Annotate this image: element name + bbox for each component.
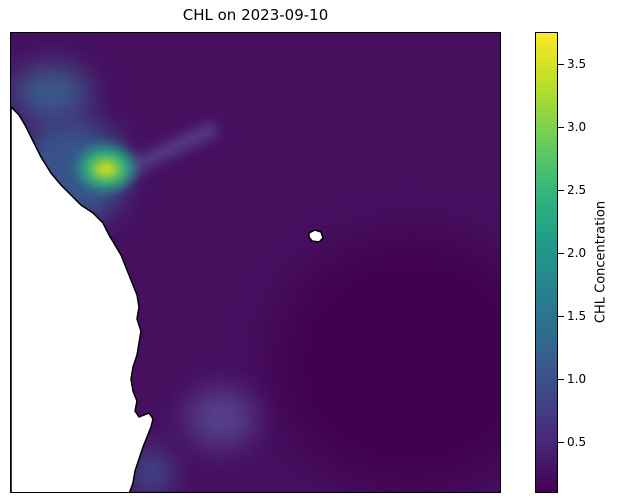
coastal-bloom-hotspot	[92, 160, 120, 178]
island	[308, 229, 324, 243]
colorbar-tick	[558, 379, 564, 381]
chlorophyll-map	[10, 32, 501, 493]
colorbar-tick	[558, 63, 564, 65]
colorbar-tick	[558, 253, 564, 255]
colorbar-tick	[558, 442, 564, 444]
southern-coastal-patch	[186, 388, 256, 448]
colorbar-tick	[558, 189, 564, 191]
colorbar-tick-label: 1.5	[567, 309, 587, 324]
southwest-coast-glow	[131, 448, 171, 492]
colorbar-tick-label: 0.5	[567, 435, 587, 450]
colorbar-tick-label: 3.5	[567, 56, 587, 71]
colorbar	[535, 32, 558, 493]
colorbar-tick	[558, 126, 564, 128]
colorbar-tick	[558, 316, 564, 318]
map-title: CHL on 2023-09-10	[182, 6, 329, 24]
colorbar-tick-label: 2.0	[567, 246, 587, 261]
mainland	[11, 105, 154, 492]
northwest-coastal-plume	[11, 65, 91, 121]
colorbar-tick-label: 2.5	[567, 182, 587, 197]
offshore-low-region	[271, 233, 500, 492]
colorbar-tick-label: 3.0	[567, 119, 587, 134]
colorbar-label: CHL Concentration	[593, 200, 609, 324]
colorbar-tick-label: 1.0	[567, 372, 587, 387]
